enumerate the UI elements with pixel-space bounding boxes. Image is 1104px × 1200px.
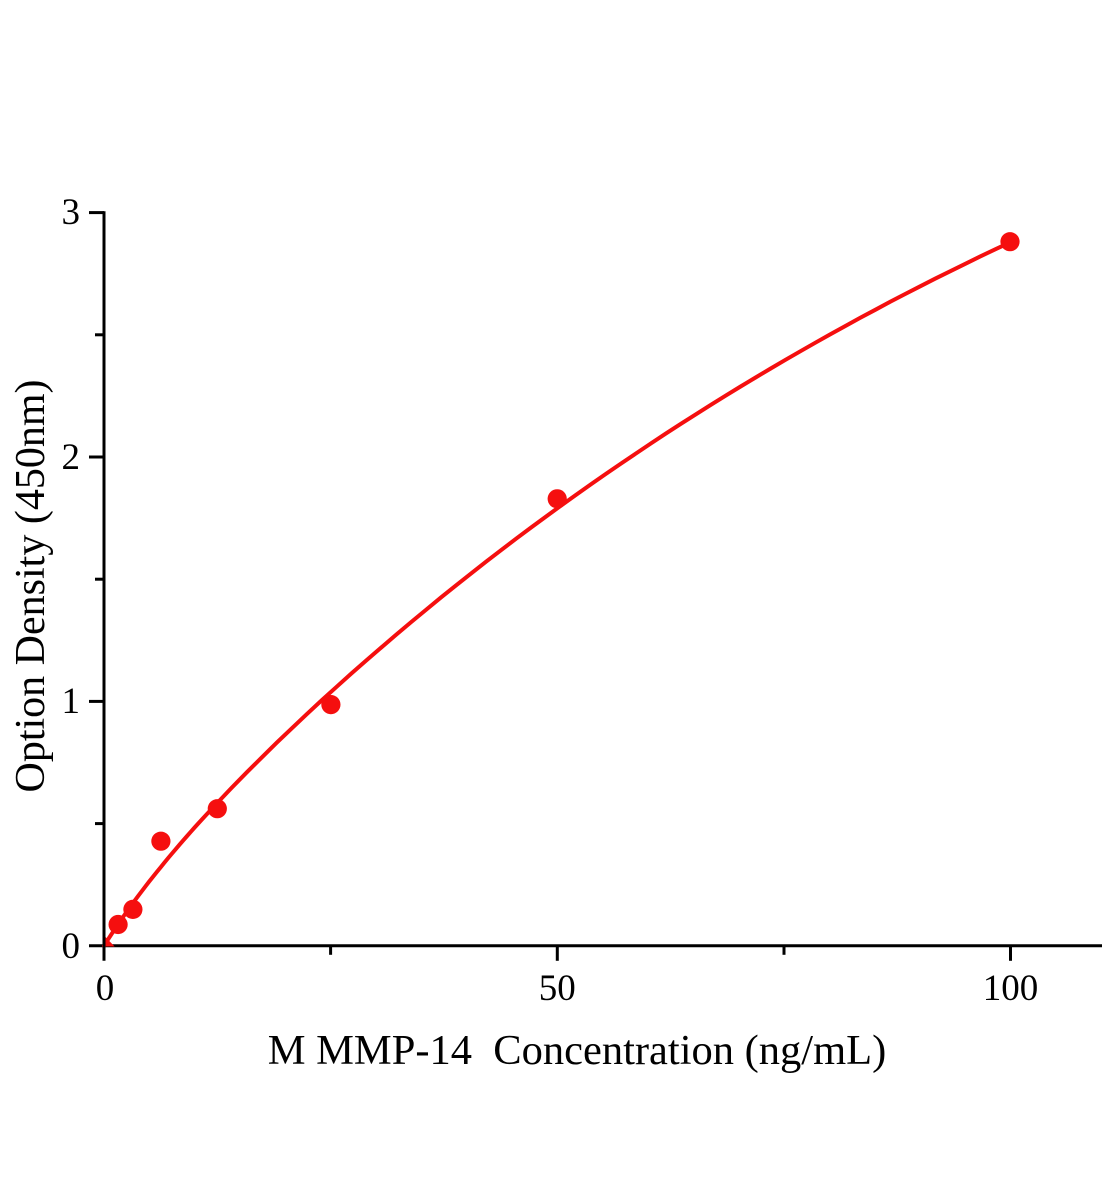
- svg-text:2: 2: [62, 437, 81, 478]
- svg-text:M MMP-14 Concentration (ng/mL: M MMP-14 Concentration (ng/mL): [268, 1027, 887, 1074]
- svg-text:100: 100: [983, 968, 1039, 1009]
- svg-text:50: 50: [539, 968, 576, 1009]
- svg-text:3: 3: [62, 192, 81, 233]
- svg-text:Option Density (450nm): Option Density (450nm): [8, 380, 54, 793]
- svg-text:0: 0: [62, 926, 81, 967]
- svg-text:0: 0: [96, 968, 115, 1009]
- svg-text:1: 1: [62, 681, 81, 722]
